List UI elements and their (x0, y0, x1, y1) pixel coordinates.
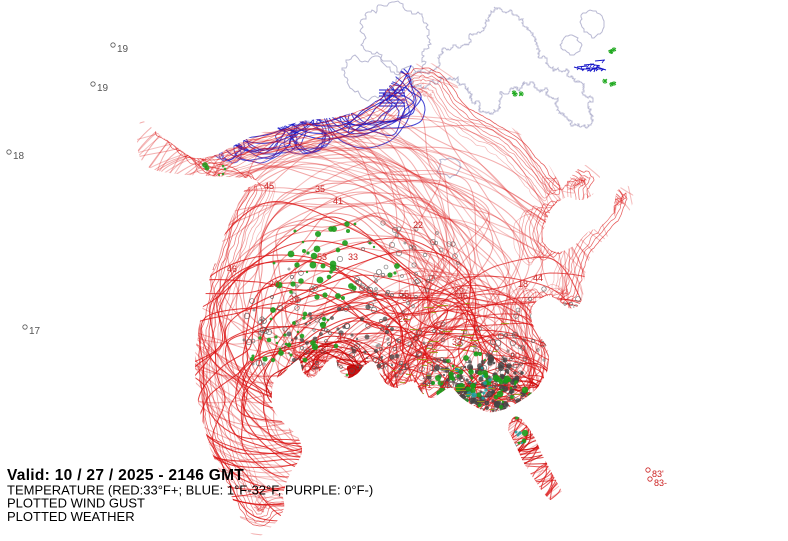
svg-text:37: 37 (433, 321, 443, 331)
svg-text:83-: 83- (654, 478, 667, 488)
svg-text:18: 18 (518, 279, 528, 289)
svg-text:21: 21 (398, 362, 408, 372)
svg-text:46: 46 (227, 264, 237, 274)
svg-text:44: 44 (533, 273, 543, 283)
svg-text:19: 19 (430, 363, 440, 373)
svg-text:47: 47 (337, 332, 347, 342)
svg-text:45: 45 (264, 181, 274, 191)
svg-text:35: 35 (315, 184, 325, 194)
svg-text:53: 53 (317, 252, 327, 262)
svg-text:PLOTTED WEATHER: PLOTTED WEATHER (7, 509, 135, 524)
svg-text:29: 29 (454, 286, 464, 296)
svg-text:20: 20 (510, 351, 520, 361)
svg-text:17: 17 (29, 326, 41, 337)
svg-text:26: 26 (398, 314, 408, 324)
svg-text:Valid: 10 / 27 / 2025 - 2146: Valid: 10 / 27 / 2025 - 2146 GMT (7, 467, 244, 484)
svg-text:7: 7 (346, 125, 351, 135)
svg-text:33: 33 (452, 337, 462, 347)
svg-text:55: 55 (399, 289, 409, 299)
svg-text:18: 18 (13, 151, 25, 162)
svg-text:19: 19 (97, 83, 109, 94)
svg-text:22: 22 (413, 220, 423, 230)
svg-text:41: 41 (333, 196, 343, 206)
svg-text:39: 39 (289, 294, 299, 304)
svg-text:19: 19 (117, 44, 129, 55)
svg-text:23: 23 (422, 376, 432, 386)
svg-text:20: 20 (269, 279, 279, 289)
svg-text:33: 33 (348, 252, 358, 262)
